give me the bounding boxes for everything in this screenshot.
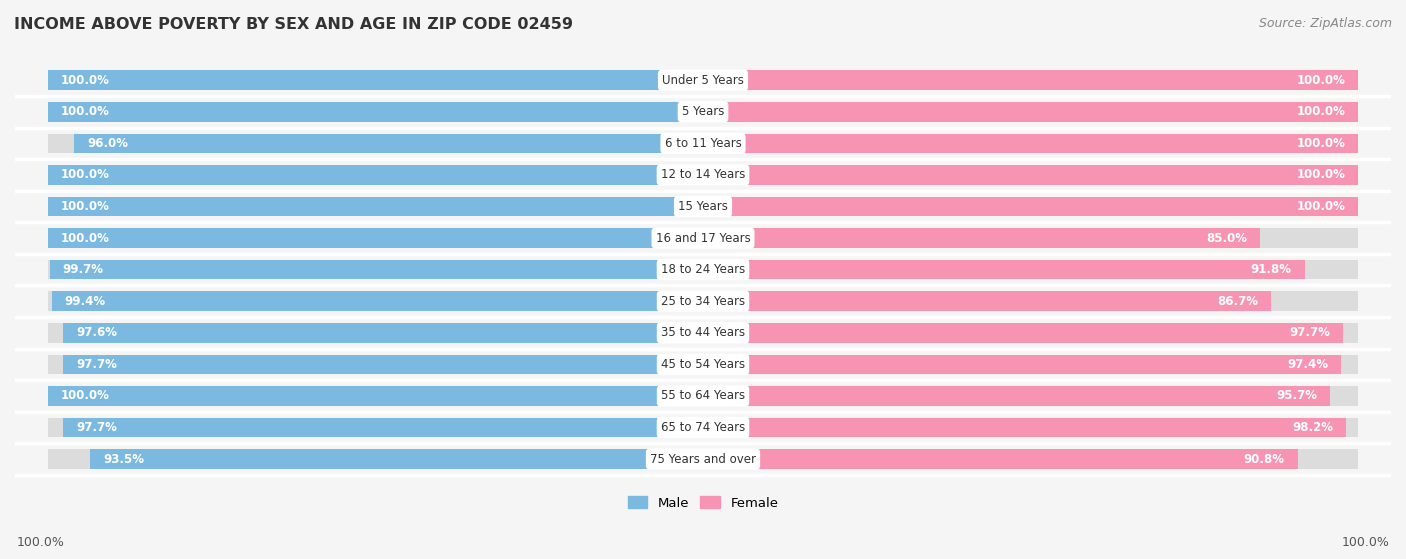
Text: 15 Years: 15 Years [678, 200, 728, 213]
Text: 6 to 11 Years: 6 to 11 Years [665, 137, 741, 150]
Text: 65 to 74 Years: 65 to 74 Years [661, 421, 745, 434]
Bar [48, 70, 703, 90]
Bar [703, 197, 1358, 216]
Text: Source: ZipAtlas.com: Source: ZipAtlas.com [1258, 17, 1392, 30]
Text: 100.0%: 100.0% [1296, 200, 1346, 213]
Bar [48, 197, 703, 216]
Text: 100.0%: 100.0% [1296, 74, 1346, 87]
Text: 97.7%: 97.7% [1289, 326, 1330, 339]
Text: 100.0%: 100.0% [1341, 536, 1389, 549]
Text: 16 and 17 Years: 16 and 17 Years [655, 231, 751, 245]
Bar [703, 134, 1358, 153]
Bar [703, 165, 1358, 184]
Bar [703, 102, 1358, 122]
Text: 35 to 44 Years: 35 to 44 Years [661, 326, 745, 339]
Text: 99.7%: 99.7% [63, 263, 104, 276]
Bar [703, 418, 1358, 437]
Bar [703, 386, 1330, 406]
Text: 100.0%: 100.0% [1296, 168, 1346, 182]
Text: 100.0%: 100.0% [1296, 105, 1346, 119]
Bar [63, 323, 703, 343]
Bar [48, 228, 703, 248]
Bar [703, 228, 1260, 248]
Text: 12 to 14 Years: 12 to 14 Years [661, 168, 745, 182]
Bar [703, 323, 1343, 343]
Bar [48, 323, 703, 343]
Bar [48, 354, 703, 374]
Bar [703, 449, 1298, 469]
Bar [48, 449, 703, 469]
Text: 99.4%: 99.4% [65, 295, 105, 308]
Bar [48, 386, 703, 406]
Bar [703, 70, 1358, 90]
Bar [703, 260, 1305, 280]
Bar [90, 449, 703, 469]
Bar [703, 354, 1358, 374]
Bar [703, 323, 1358, 343]
Bar [48, 134, 703, 153]
Text: Under 5 Years: Under 5 Years [662, 74, 744, 87]
Bar [48, 70, 703, 90]
Bar [63, 418, 703, 437]
Bar [48, 228, 703, 248]
Bar [52, 291, 703, 311]
Text: 100.0%: 100.0% [17, 536, 65, 549]
Text: 75 Years and over: 75 Years and over [650, 453, 756, 466]
Text: 86.7%: 86.7% [1218, 295, 1258, 308]
Bar [703, 291, 1271, 311]
Text: 98.2%: 98.2% [1292, 421, 1333, 434]
Text: 100.0%: 100.0% [60, 74, 110, 87]
Text: 100.0%: 100.0% [60, 105, 110, 119]
Legend: Male, Female: Male, Female [623, 491, 783, 515]
Bar [75, 134, 703, 153]
Text: 85.0%: 85.0% [1206, 231, 1247, 245]
Text: 97.7%: 97.7% [76, 358, 117, 371]
Bar [48, 165, 703, 184]
Text: 100.0%: 100.0% [60, 231, 110, 245]
Bar [48, 165, 703, 184]
Bar [703, 291, 1358, 311]
Bar [63, 354, 703, 374]
Bar [703, 134, 1358, 153]
Bar [703, 354, 1341, 374]
Text: 90.8%: 90.8% [1244, 453, 1285, 466]
Bar [703, 165, 1358, 184]
Bar [48, 260, 703, 280]
Text: 100.0%: 100.0% [60, 168, 110, 182]
Text: 97.6%: 97.6% [76, 326, 118, 339]
Bar [48, 291, 703, 311]
Text: 91.8%: 91.8% [1250, 263, 1291, 276]
Text: 96.0%: 96.0% [87, 137, 128, 150]
Bar [49, 260, 703, 280]
Text: 45 to 54 Years: 45 to 54 Years [661, 358, 745, 371]
Text: 100.0%: 100.0% [60, 200, 110, 213]
Text: 5 Years: 5 Years [682, 105, 724, 119]
Bar [703, 228, 1358, 248]
Bar [703, 197, 1358, 216]
Bar [703, 386, 1358, 406]
Bar [703, 449, 1358, 469]
Bar [48, 102, 703, 122]
Text: INCOME ABOVE POVERTY BY SEX AND AGE IN ZIP CODE 02459: INCOME ABOVE POVERTY BY SEX AND AGE IN Z… [14, 17, 574, 32]
Text: 55 to 64 Years: 55 to 64 Years [661, 390, 745, 402]
Text: 95.7%: 95.7% [1277, 390, 1317, 402]
Text: 100.0%: 100.0% [60, 390, 110, 402]
Text: 100.0%: 100.0% [1296, 137, 1346, 150]
Bar [48, 197, 703, 216]
Bar [703, 260, 1358, 280]
Text: 97.4%: 97.4% [1286, 358, 1329, 371]
Bar [48, 418, 703, 437]
Text: 18 to 24 Years: 18 to 24 Years [661, 263, 745, 276]
Bar [48, 102, 703, 122]
Bar [703, 70, 1358, 90]
Text: 25 to 34 Years: 25 to 34 Years [661, 295, 745, 308]
Text: 93.5%: 93.5% [104, 453, 145, 466]
Text: 97.7%: 97.7% [76, 421, 117, 434]
Bar [48, 386, 703, 406]
Bar [703, 102, 1358, 122]
Bar [703, 418, 1347, 437]
